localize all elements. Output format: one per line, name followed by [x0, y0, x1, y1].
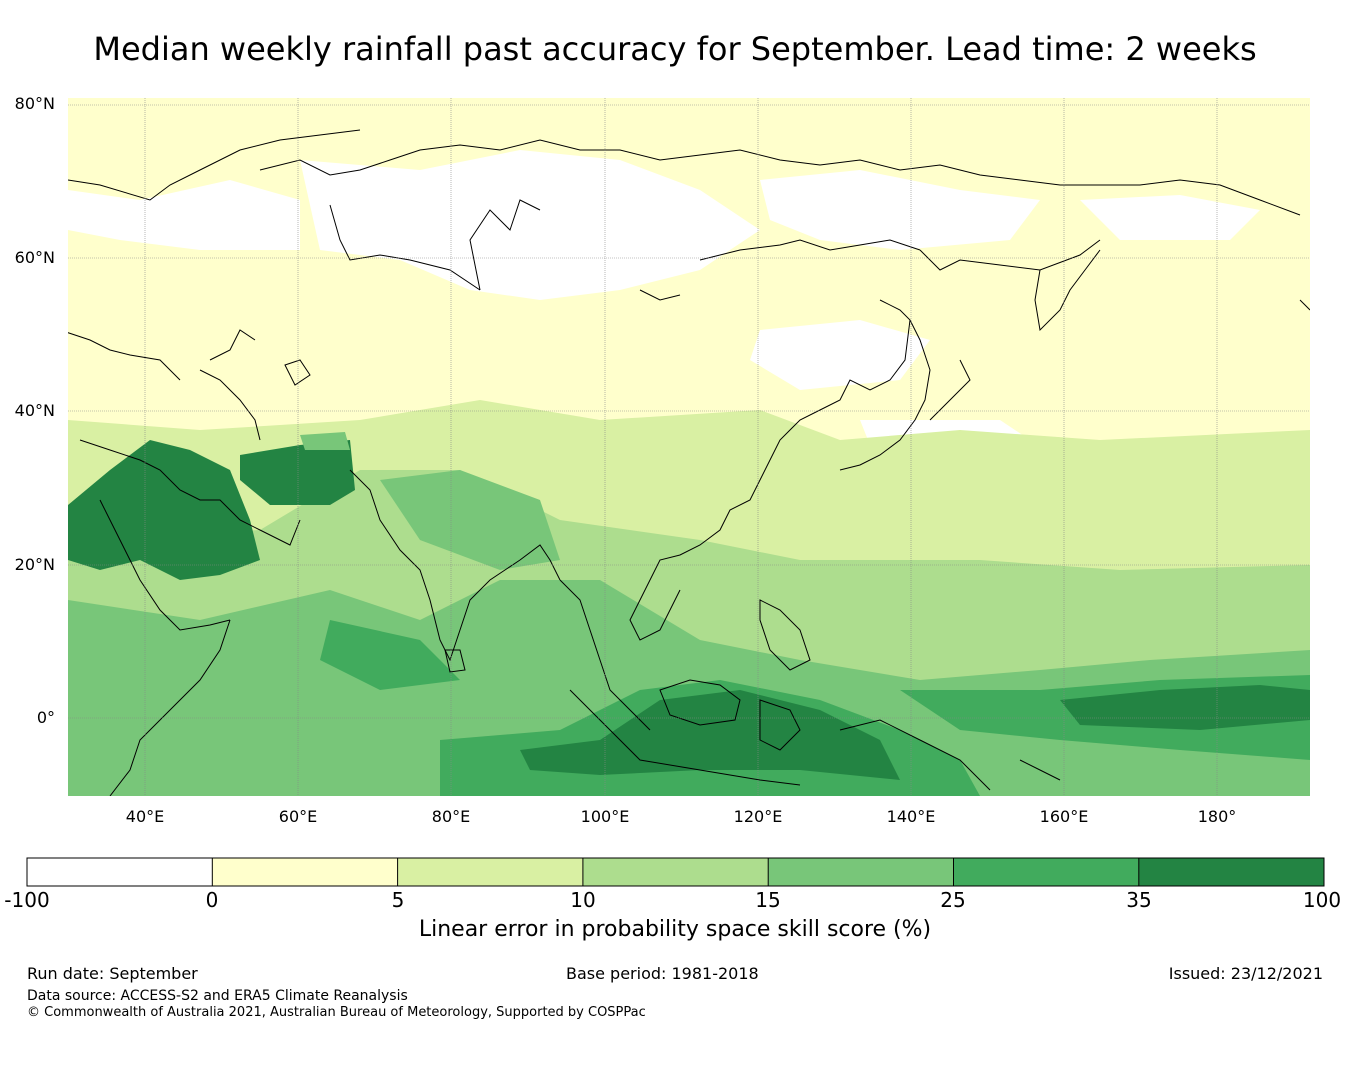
colorbar-segment — [27, 858, 213, 886]
copyright: © Commonwealth of Australia 2021, Austra… — [27, 1005, 646, 1020]
field-band-35-100 — [520, 690, 900, 780]
colorbar-label: Linear error in probability space skill … — [418, 917, 932, 942]
colorbar-segment — [582, 858, 769, 886]
lon-label: 160°E — [1039, 807, 1089, 826]
lon-label: 100°E — [580, 807, 630, 826]
lat-label: 20°N — [14, 555, 55, 574]
field-band-15-25 — [380, 470, 560, 570]
field-band-35-100 — [1060, 685, 1310, 730]
data-source: Data source: ACCESS-S2 and ERA5 Climate … — [27, 988, 408, 1004]
colorbar-segment — [212, 858, 398, 886]
field-band-35-100 — [240, 440, 355, 505]
chart-title: Median weekly rainfall past accuracy for… — [93, 30, 1257, 68]
field-band-15-25 — [300, 432, 350, 450]
lon-label: 60°E — [278, 807, 318, 826]
colorbar-segment — [1138, 858, 1324, 886]
field-band-25-35 — [320, 620, 460, 690]
graticule — [68, 98, 1310, 796]
colorbar-segment — [953, 858, 1139, 886]
colorbar-frame — [26, 857, 1325, 887]
colorbar-segment — [768, 858, 954, 886]
colorbar — [26, 857, 1325, 887]
lon-label: 40°E — [125, 807, 165, 826]
lat-label: 0° — [36, 708, 55, 727]
issued-date: Issued: 23/12/2021 — [1168, 964, 1323, 983]
field-white-patch — [68, 180, 300, 250]
colorbar-tick: 10 — [570, 888, 596, 912]
lon-label: 180° — [1197, 807, 1237, 826]
lat-label: 60°N — [14, 248, 55, 267]
field-white-patch — [760, 170, 1040, 250]
lon-label: 140°E — [886, 807, 936, 826]
coastlines — [68, 129, 1310, 796]
colorbar-tick: 35 — [1126, 888, 1152, 912]
field-band-35-100 — [68, 440, 260, 580]
lon-label: 80°E — [431, 807, 471, 826]
colorbar-tick: 25 — [940, 888, 966, 912]
lat-label: 80°N — [14, 94, 55, 113]
colorbar-tick: -100 — [4, 888, 50, 912]
colorbar-segment — [397, 858, 583, 886]
colorbar-tick: 5 — [391, 888, 405, 912]
colorbar-tick: 100 — [1302, 888, 1342, 912]
field-white-patch — [300, 150, 760, 300]
lat-label: 40°N — [14, 401, 55, 420]
skill-field — [68, 98, 1310, 796]
base-period: Base period: 1981-2018 — [566, 964, 759, 983]
run-date: Run date: September — [27, 964, 198, 983]
colorbar-tick: 0 — [205, 888, 219, 912]
field-white-patch — [750, 320, 930, 390]
colorbar-tick: 15 — [755, 888, 781, 912]
lon-label: 120°E — [733, 807, 783, 826]
field-white-patch — [1080, 195, 1260, 240]
